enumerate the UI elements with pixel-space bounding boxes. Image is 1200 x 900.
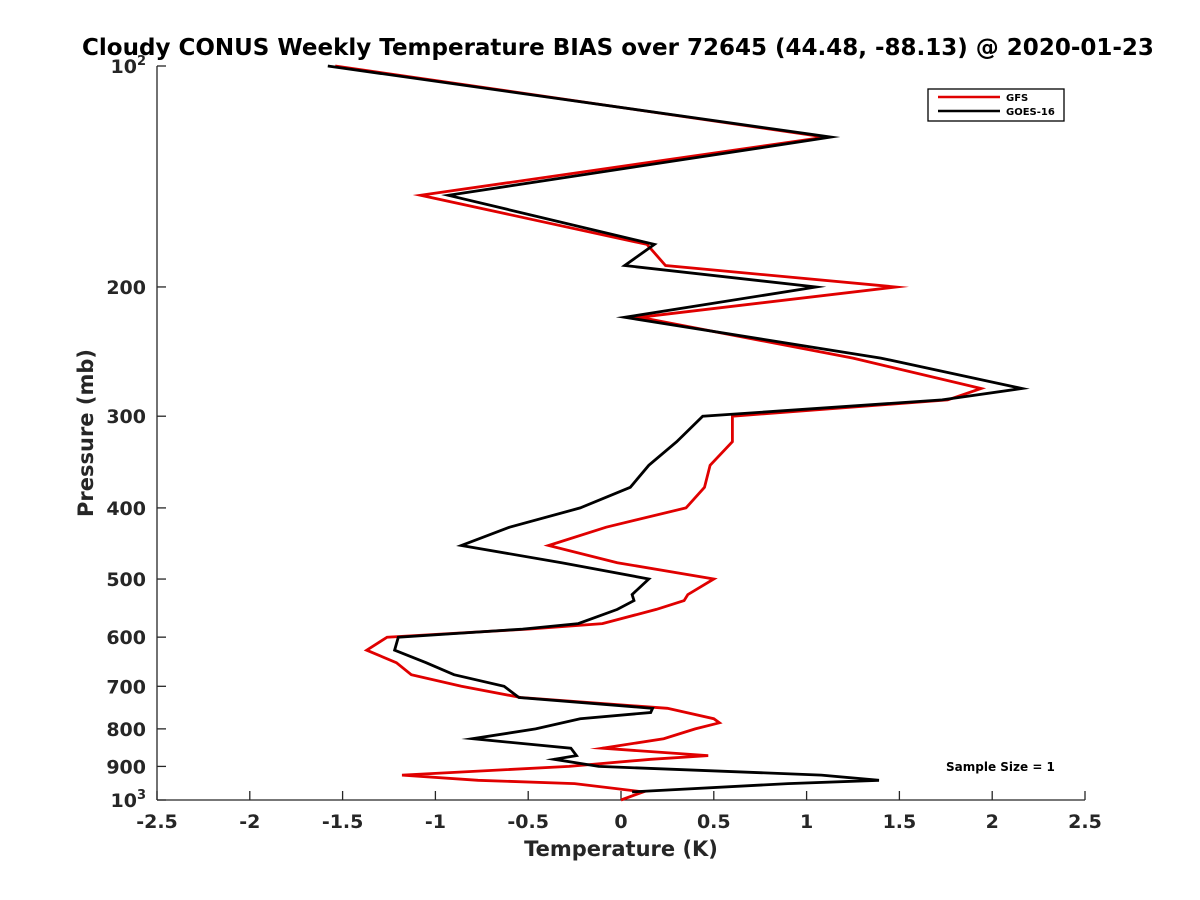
x-tick-label: 1 [800, 811, 813, 833]
plot-axes [156, 66, 1085, 801]
x-axis-label: Temperature (K) [524, 837, 718, 861]
x-tick-label: -0.5 [507, 811, 549, 833]
x-tick-label: 1.5 [883, 811, 917, 833]
series-line-gfs [334, 64, 987, 802]
chart-title: Cloudy CONUS Weekly Temperature BIAS ove… [82, 35, 1154, 61]
legend-label: GFS [1006, 93, 1028, 104]
x-axis-ticks: -2.5 -2 -1.5 -1 -0.5 0 0.5 1 1.5 2 2.5 [136, 791, 1102, 833]
y-tick-label: 200 [106, 277, 146, 299]
y-tick-label: 500 [106, 569, 146, 591]
sample-size-annotation: Sample Size = 1 [946, 760, 1055, 774]
y-tick-label: 800 [106, 719, 146, 741]
legend-label: GOES-16 [1006, 107, 1055, 118]
x-tick-label: 0 [614, 811, 627, 833]
series-line-goes-16 [327, 64, 1030, 794]
legend: GFS GOES-16 [927, 88, 1065, 122]
y-tick-label: 600 [106, 627, 146, 649]
x-tick-label: 0.5 [697, 811, 731, 833]
series-lines [327, 64, 1030, 802]
x-tick-label: 2.5 [1068, 811, 1102, 833]
x-tick-label: -2.5 [136, 811, 178, 833]
x-tick-label: -2 [239, 811, 260, 833]
x-tick-label: 2 [986, 811, 999, 833]
y-tick-label: 102 [111, 54, 147, 78]
y-tick-label: 700 [106, 676, 146, 698]
x-tick-label: -1.5 [322, 811, 364, 833]
y-tick-label: 300 [106, 406, 146, 428]
legend-box [927, 88, 1065, 122]
y-axis-ticks: 102 200 300 400 500 600 700 800 900 103 [106, 54, 166, 812]
y-tick-label: 400 [106, 498, 146, 520]
y-axis-label: Pressure (mb) [74, 349, 98, 517]
y-tick-label: 103 [111, 788, 147, 812]
x-tick-label: -1 [425, 811, 446, 833]
y-tick-label: 900 [106, 756, 146, 778]
